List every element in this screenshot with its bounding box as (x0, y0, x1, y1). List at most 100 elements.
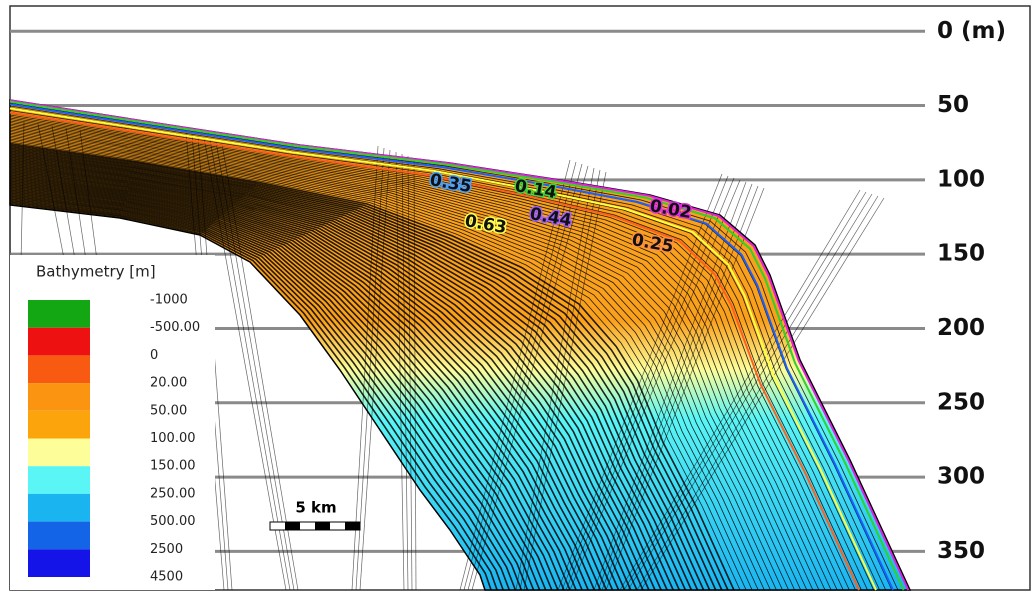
legend: Bathymetry [m] -1000 -500.00 0 20.00 50.00 10… (10, 255, 215, 590)
layer-line (9, 145, 723, 591)
layer-line (9, 141, 741, 591)
legend-swatch (28, 438, 90, 467)
layer-line (9, 131, 783, 591)
cross-line (636, 195, 879, 591)
layer-line (9, 187, 553, 591)
horizon-line (9, 111, 860, 591)
layer-line (9, 154, 687, 591)
cross-line (463, 161, 577, 591)
legend-swatch (28, 410, 90, 439)
legend-swatch (28, 466, 90, 494)
y-tick-label: 0 (m) (937, 18, 1006, 44)
legend-label: -1000 (150, 293, 188, 308)
layer-line (9, 151, 699, 591)
legend-label: 50.00 (150, 403, 187, 418)
layer-line (9, 110, 868, 591)
y-tick-label: 50 (937, 92, 969, 118)
layer-line (9, 162, 656, 591)
cross-line (359, 149, 391, 591)
layer-line (9, 160, 662, 591)
y-tick-label: 250 (937, 389, 985, 415)
cross-line (623, 191, 867, 591)
layer-line (9, 181, 577, 591)
layer-line (9, 157, 674, 591)
cross-line (561, 175, 729, 591)
layer-line (9, 148, 711, 591)
cross-line (565, 177, 735, 591)
legend-swatch (28, 300, 90, 328)
layer-line (9, 147, 717, 591)
legend-label: 20.00 (150, 376, 187, 391)
scale-bar: 5 km (269, 499, 361, 531)
layer-line (9, 175, 602, 591)
legend-label: 4500 (150, 570, 183, 585)
layer-line (9, 183, 571, 591)
layer-line (9, 138, 753, 591)
y-tick-label: 100 (937, 166, 985, 192)
cross-line (605, 187, 765, 591)
cross-line (407, 155, 413, 591)
legend-swatch (28, 383, 90, 411)
layer-line (9, 193, 529, 591)
horizon-line (9, 103, 894, 591)
layer-line (9, 165, 644, 591)
layer-line (9, 134, 771, 591)
cross-line (209, 139, 291, 591)
layer-line (9, 184, 565, 591)
layer-line (9, 189, 547, 591)
layer-line (9, 202, 492, 591)
y-tick-label: 200 (937, 315, 985, 341)
scale-bar-label: 5 km (295, 499, 336, 517)
y-tick-label: 150 (937, 241, 985, 267)
cross-line (401, 153, 409, 591)
layer-line (9, 178, 589, 591)
layer-line (9, 177, 596, 591)
layer-line (9, 119, 832, 591)
layer-line (9, 135, 765, 591)
layer-line (9, 199, 504, 591)
cross-line (593, 181, 747, 591)
legend-swatch (28, 355, 90, 384)
cross-line (459, 159, 571, 591)
legend-label: 500.00 (150, 514, 196, 529)
layer-line (9, 105, 887, 591)
layer-line (9, 156, 681, 591)
layer-line (9, 137, 759, 591)
layer-line (9, 171, 620, 591)
legend-swatch (28, 549, 90, 577)
layer-line (9, 195, 523, 591)
scale-bar-segment (285, 522, 300, 530)
layer-line (9, 129, 789, 591)
layer-line (9, 122, 820, 591)
legend-label: 0 (150, 348, 158, 363)
layer-line (9, 192, 535, 591)
layer-line (9, 186, 559, 591)
layer-line (9, 198, 511, 591)
cross-line (597, 183, 753, 591)
layer-line (9, 180, 583, 591)
scale-bar-segment (345, 522, 360, 530)
y-tick-label: 300 (937, 464, 985, 490)
layer-line (9, 144, 729, 591)
cross-line (203, 137, 287, 591)
layer-line (9, 123, 814, 591)
layer-line (9, 140, 747, 591)
legend-label: 2500 (150, 542, 183, 557)
layer-line (9, 128, 795, 591)
cross-line (467, 163, 583, 591)
cross-line (619, 189, 861, 591)
cross-line (640, 197, 885, 591)
layer-line (9, 102, 899, 591)
cross-section (9, 99, 912, 591)
legend-title: Bathymetry [m] (36, 263, 156, 281)
horizon-line (9, 107, 877, 591)
cross-line (355, 147, 385, 591)
legend-swatch (28, 521, 90, 550)
cross-line (601, 185, 759, 591)
cross-line (627, 193, 873, 591)
legend-label: 150.00 (150, 459, 196, 474)
cross-line (515, 167, 595, 591)
cross-line (221, 143, 299, 591)
cross-line (413, 157, 417, 591)
